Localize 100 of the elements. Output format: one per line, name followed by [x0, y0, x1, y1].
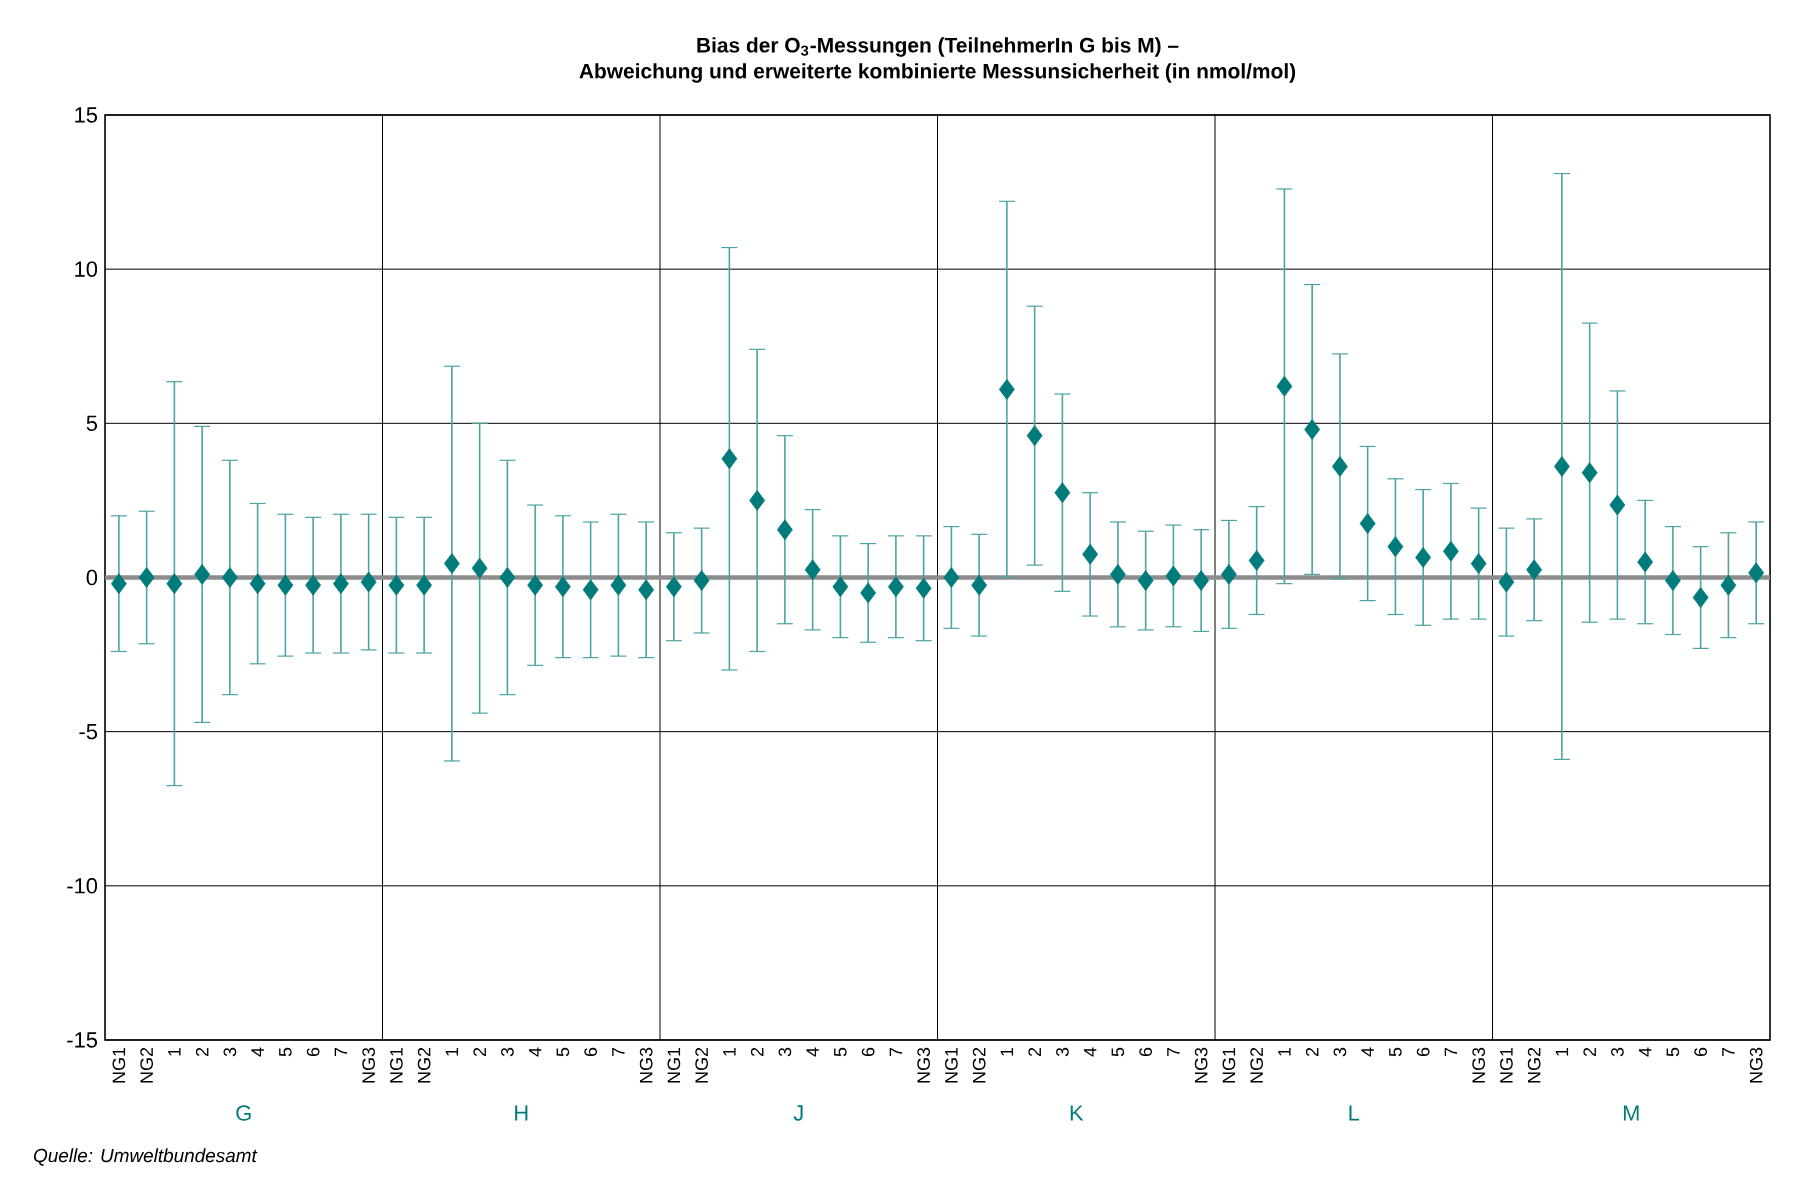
x-tick-label: 7	[1722, 1047, 1735, 1057]
point	[1332, 456, 1348, 477]
point	[1304, 419, 1321, 440]
x-tick-label: 1	[1278, 1047, 1291, 1056]
text: M	[1623, 1105, 1639, 1121]
x-tick-label: 5	[279, 1047, 292, 1057]
point	[971, 574, 988, 596]
x-tick-label: NG3	[1472, 1047, 1486, 1083]
x-tick-label: 3	[778, 1047, 792, 1057]
x-tick-label: 5	[1666, 1047, 1680, 1057]
point	[860, 582, 877, 604]
point	[221, 567, 238, 588]
x-tick-label: 1	[168, 1047, 181, 1056]
point	[1193, 570, 1210, 591]
x-tick-label: 4	[1361, 1047, 1374, 1057]
point	[138, 567, 155, 588]
x-tick-label: NG2	[140, 1047, 153, 1083]
x-tick-label: NG1	[1500, 1047, 1513, 1083]
point	[832, 576, 849, 598]
text: K	[1070, 1105, 1084, 1121]
x-tick-label: 6	[1139, 1047, 1153, 1057]
x-tick-label: 3	[1611, 1047, 1624, 1057]
x-tick-label: 1	[1000, 1047, 1014, 1056]
x-tick-label: 6	[861, 1047, 875, 1057]
point	[610, 574, 627, 596]
y-tick-label: -5	[79, 724, 98, 740]
point	[277, 574, 294, 596]
x-tick-label: NG3	[639, 1047, 653, 1083]
x-tick-label: NG3	[1749, 1047, 1763, 1083]
point	[527, 574, 544, 596]
point	[721, 448, 738, 470]
x-tick-label: NG2	[1250, 1047, 1264, 1083]
x-tick-label: 6	[1694, 1047, 1708, 1057]
point	[1415, 547, 1432, 568]
text: L	[1349, 1105, 1360, 1121]
point	[1221, 563, 1237, 585]
point	[1137, 570, 1154, 591]
x-tick-label: 1	[723, 1047, 736, 1056]
text: H	[515, 1105, 528, 1121]
x-tick-label: NG3	[362, 1047, 375, 1083]
point	[332, 573, 349, 595]
point	[1748, 562, 1765, 584]
x-tick-label: NG3	[917, 1047, 931, 1083]
point	[1692, 587, 1709, 608]
x-tick-label: NG2	[695, 1047, 708, 1083]
y-tick-label: 5	[86, 415, 98, 431]
x-tick-label: 1	[445, 1047, 459, 1056]
x-tick-label: 3	[1333, 1047, 1347, 1057]
x-tick-label: 7	[612, 1047, 625, 1057]
x-tick-label: 1	[1555, 1047, 1569, 1056]
y-tick-label: -10	[67, 878, 98, 894]
x-tick-label: 5	[1389, 1047, 1402, 1057]
x-tick-label: NG3	[1194, 1047, 1208, 1083]
text: G	[236, 1105, 251, 1121]
point	[166, 573, 183, 595]
point	[915, 577, 932, 599]
point	[1609, 494, 1626, 516]
point	[1387, 536, 1404, 558]
x-tick-label: NG2	[972, 1047, 986, 1083]
point	[1443, 540, 1459, 562]
point	[1554, 456, 1570, 477]
point	[1498, 571, 1515, 593]
point	[249, 573, 266, 595]
x-tick-label: 4	[251, 1047, 264, 1057]
x-tick-label: NG2	[1527, 1047, 1541, 1083]
point	[1026, 425, 1043, 447]
x-tick-label: 5	[556, 1047, 570, 1057]
chart-subtitle: Abweichung und erweiterte kombinierte Messunsicherheit (in nmol/mol)	[579, 63, 1296, 83]
x-tick-label: 2	[195, 1047, 209, 1057]
x-tick-label: 7	[334, 1047, 348, 1057]
x-tick-label: 4	[528, 1047, 542, 1057]
x-tick-label: 5	[1111, 1047, 1125, 1057]
point	[804, 559, 821, 581]
point	[943, 567, 960, 588]
point	[1054, 482, 1071, 504]
x-tick-label: 7	[1167, 1047, 1180, 1057]
point	[1665, 570, 1681, 591]
x-tick-label: 3	[501, 1047, 514, 1057]
x-tick-label: 7	[1444, 1047, 1458, 1057]
x-tick-label: 2	[1305, 1047, 1319, 1057]
x-tick-label: 2	[750, 1047, 764, 1057]
chart-title: Bias der O$_{3}$-Messungen (TeilnehmerIn G bis M) –	[697, 37, 1179, 57]
point	[693, 570, 710, 591]
point	[499, 567, 516, 588]
point	[554, 576, 571, 598]
point	[776, 519, 793, 541]
point	[443, 553, 460, 574]
point	[110, 573, 127, 595]
x-tick-label: 4	[1638, 1047, 1652, 1057]
point	[749, 489, 766, 511]
text: Quelle: Umweltbundesamt	[33, 1148, 258, 1166]
point	[1359, 513, 1376, 534]
point	[887, 576, 904, 598]
point	[416, 574, 433, 596]
point	[305, 574, 322, 596]
x-tick-label: 2	[473, 1047, 486, 1057]
point	[1109, 563, 1126, 585]
point	[1581, 462, 1598, 484]
x-tick-label: 5	[834, 1047, 847, 1057]
x-tick-label: NG1	[945, 1047, 958, 1083]
